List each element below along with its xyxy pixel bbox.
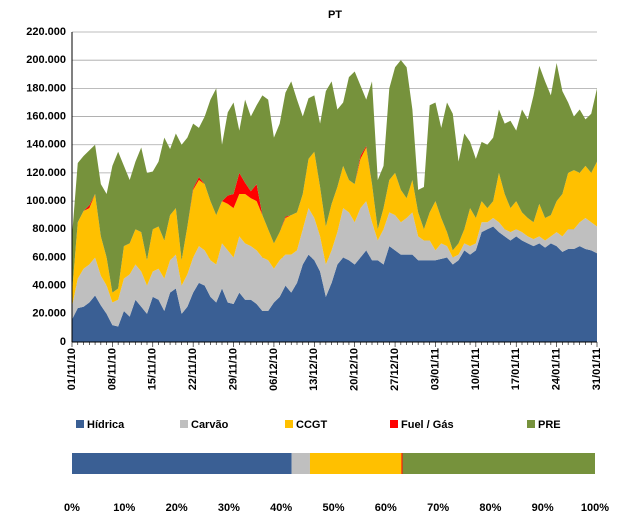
area <box>72 146 597 293</box>
x-tick-label: 24/01/11 <box>551 348 563 390</box>
y-tick-label: 40.000 <box>32 280 66 292</box>
x-tick-label: 40% <box>270 502 292 514</box>
legend-label: Carvão <box>191 419 229 431</box>
x-tick-label: 30% <box>218 502 240 514</box>
x-tick-label: 29/11/10 <box>227 348 239 390</box>
x-tick-label: 13/12/10 <box>308 348 320 391</box>
x-tick-label: 90% <box>532 502 554 514</box>
legend-swatch <box>180 420 188 428</box>
x-tick-label: 10% <box>113 502 135 514</box>
x-tick-label: 100% <box>581 502 609 514</box>
y-tick-label: 0 <box>60 336 66 348</box>
x-tick-label: 20% <box>166 502 188 514</box>
chart-title: PT <box>328 9 342 21</box>
legend-swatch <box>527 420 535 428</box>
y-tick-label: 220.000 <box>26 26 66 38</box>
area <box>72 147 597 307</box>
y-tick-label: 180.000 <box>26 82 66 94</box>
legend-label: CCGT <box>296 419 327 431</box>
legend-label: PRE <box>538 419 561 431</box>
area <box>72 226 597 342</box>
y-tick-label: 140.000 <box>26 139 66 151</box>
x-tick-label: 31/01/11 <box>591 348 603 390</box>
x-tick-label: 20/12/10 <box>349 348 361 391</box>
x-tick-label: 06/12/10 <box>268 348 280 391</box>
x-tick-label: 10/01/11 <box>470 348 482 390</box>
y-tick-label: 80.000 <box>32 223 66 235</box>
y-tick-label: 200.000 <box>26 54 66 66</box>
x-tick-label: 60% <box>375 502 397 514</box>
y-tick-label: 100.000 <box>26 195 66 207</box>
x-tick-label: 15/11/10 <box>147 348 159 390</box>
x-tick-label: 27/12/10 <box>389 348 401 391</box>
x-tick-label: 01/11/10 <box>66 348 78 390</box>
bar-segment <box>402 453 595 474</box>
bar-segment <box>291 453 310 474</box>
x-tick-label: 0% <box>64 502 80 514</box>
area <box>72 201 597 327</box>
bar-segment <box>309 453 402 474</box>
bar-segment <box>401 453 403 474</box>
x-tick-label: 70% <box>427 502 449 514</box>
legend-swatch <box>285 420 293 428</box>
legend-swatch <box>76 420 84 428</box>
legend-swatch <box>390 420 398 428</box>
x-tick-label: 08/11/10 <box>106 348 118 390</box>
x-tick-label: 22/11/10 <box>187 348 199 390</box>
legend-label: Hídrica <box>87 419 125 431</box>
bar-segment <box>72 453 292 474</box>
x-tick-label: 50% <box>322 502 344 514</box>
x-tick-label: 03/01/11 <box>429 348 441 390</box>
y-tick-label: 120.000 <box>26 167 66 179</box>
y-tick-label: 20.000 <box>32 308 66 320</box>
legend-label: Fuel / Gás <box>401 419 454 431</box>
area <box>72 60 597 293</box>
x-tick-label: 80% <box>479 502 501 514</box>
y-tick-label: 60.000 <box>32 251 66 263</box>
y-tick-label: 160.000 <box>26 110 66 122</box>
x-tick-label: 17/01/11 <box>510 348 522 390</box>
